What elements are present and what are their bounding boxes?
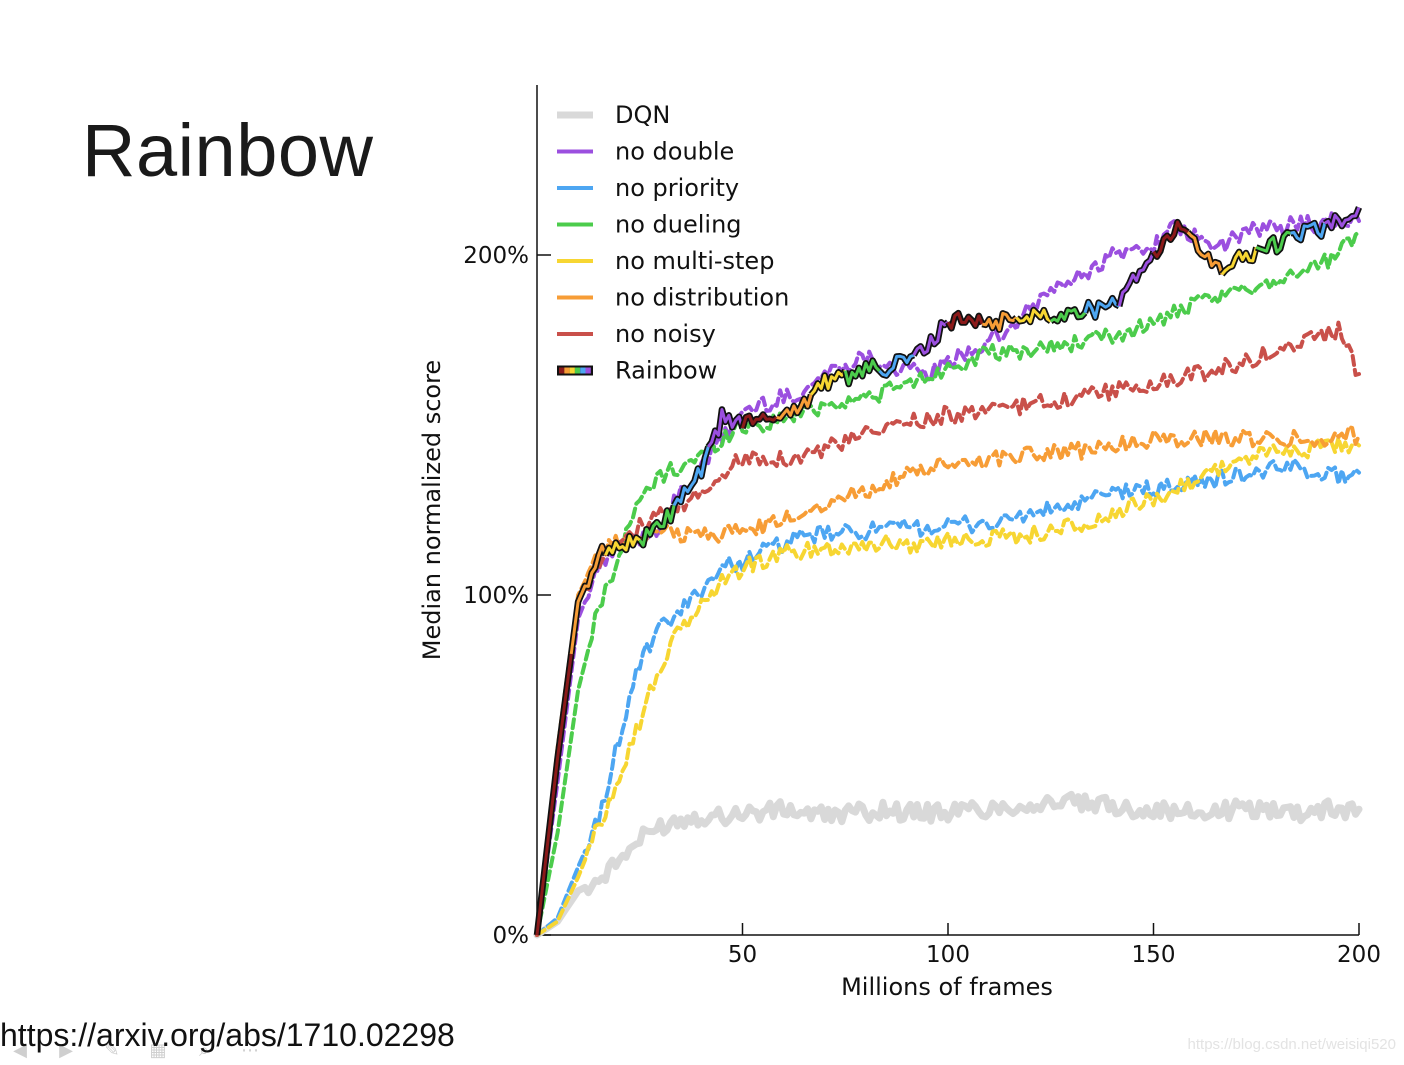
series-line-rainbow <box>1083 296 1120 320</box>
series-line-rainbow <box>1117 251 1155 307</box>
legend-swatch-rainbow <box>559 367 565 374</box>
series-line-no-priority <box>535 457 1361 937</box>
legend-label-no-multi-step: no multi-step <box>615 247 774 275</box>
viewer-toolbar: ◀ ▶ ✎ ▦ ⌕ ⋯ <box>0 1040 270 1061</box>
legend-label-rainbow: Rainbow <box>615 357 717 385</box>
series-line-rainbow <box>878 353 915 378</box>
series-line-no-distribution <box>535 424 1361 937</box>
legend-swatch-rainbow <box>564 367 570 374</box>
legend-swatch-rainbow <box>569 367 575 374</box>
legend: DQN no double no priority no dueling no mult… <box>557 101 789 385</box>
legend-label-no-priority: no priority <box>615 174 739 202</box>
more-icon[interactable]: ⋯ <box>241 1040 259 1061</box>
x-tick-label: 50 <box>728 942 757 968</box>
legend-swatch-rainbow <box>580 367 586 374</box>
line-chart: 50 100 150 200 0% 100% 200% DQN no double no pri… <box>418 85 1381 1001</box>
series-line-rainbow <box>741 413 778 429</box>
x-tick-label: 200 <box>1337 942 1381 968</box>
series-line-rainbow <box>809 369 847 396</box>
series-line-no-multi-step <box>535 435 1361 937</box>
series-line-rainbow <box>1152 220 1189 259</box>
legend-label-no-dueling: no dueling <box>615 211 742 239</box>
series-line-no-dueling <box>535 229 1361 937</box>
slides-icon[interactable]: ▦ <box>149 1040 167 1061</box>
x-tick-label: 100 <box>926 942 970 968</box>
x-tick-label: 150 <box>1132 942 1176 968</box>
series-line-rainbow <box>1220 247 1258 276</box>
legend-label-no-distribution: no distribution <box>615 284 789 312</box>
legend-label-no-noisy: no noisy <box>615 320 716 348</box>
series-lines <box>533 206 1363 939</box>
y-tick-label: 200% <box>463 243 529 269</box>
source-link[interactable]: https://arxiv.org/abs/1710.02298 <box>0 1017 455 1053</box>
series-line-rainbow <box>1015 308 1052 324</box>
axes: 50 100 150 200 0% 100% 200% <box>463 85 1381 968</box>
series-line-rainbow <box>1186 231 1224 275</box>
series-line-dqn <box>533 790 1363 939</box>
series-line-rainbow <box>1290 221 1327 242</box>
slide-title: Rainbow <box>82 109 374 192</box>
series-line-rainbow <box>535 653 573 936</box>
zoom-icon[interactable]: ⌕ <box>198 1040 210 1061</box>
y-tick-label: 100% <box>463 583 529 609</box>
legend-swatch-rainbow <box>585 367 591 374</box>
legend-label-dqn: DQN <box>615 101 670 129</box>
legend-label-no-double: no double <box>615 138 734 166</box>
pen-icon[interactable]: ✎ <box>104 1040 120 1061</box>
series-line-rainbow <box>981 311 1018 332</box>
series-line-rainbow <box>912 320 949 356</box>
series-line-rainbow <box>1323 206 1361 230</box>
legend-swatch-rainbow <box>574 367 581 374</box>
series-line-rainbow <box>604 534 641 556</box>
series-line-rainbow <box>843 359 881 386</box>
series-line-rainbow <box>1049 307 1087 323</box>
y-axis-label: Median normalized score <box>418 360 446 660</box>
watermark: https://blog.csdn.net/weisiqi520 <box>1187 1036 1396 1053</box>
series-line-rainbow <box>569 544 607 655</box>
series-line-rainbow <box>1255 230 1291 254</box>
previous-icon[interactable]: ◀ <box>13 1040 27 1061</box>
series-line-rainbow <box>946 311 984 330</box>
series-line-rainbow <box>638 505 676 547</box>
next-icon[interactable]: ▶ <box>59 1040 73 1061</box>
series-line-rainbow <box>707 407 744 448</box>
series-line-no-noisy <box>535 320 1361 937</box>
series-line-rainbow <box>776 394 813 420</box>
series-line-no-double <box>535 211 1361 937</box>
series-line-rainbow <box>672 446 710 507</box>
x-axis-label: Millions of frames <box>841 973 1053 1001</box>
y-tick-label: 0% <box>493 923 530 949</box>
